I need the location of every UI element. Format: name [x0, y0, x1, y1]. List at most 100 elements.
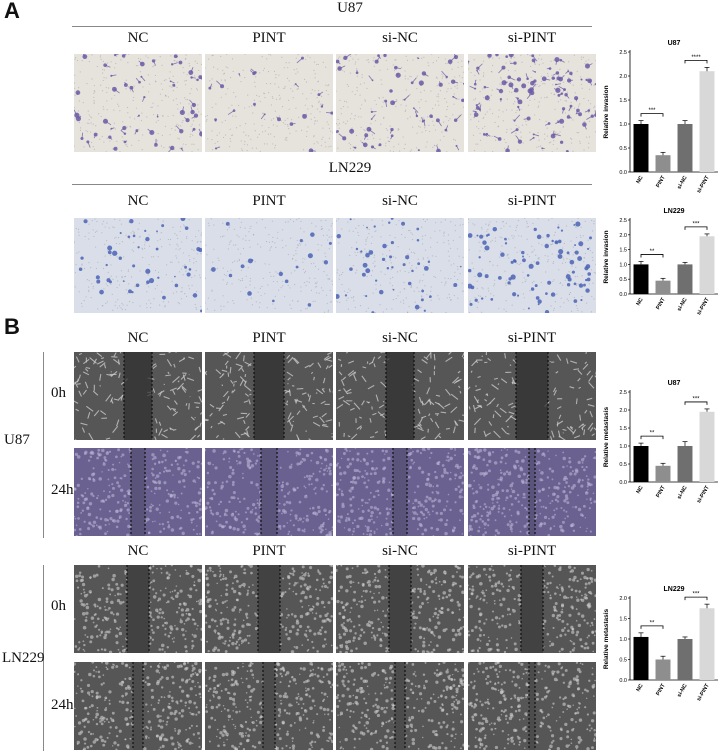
- wound-image-ln229-0h-nc: [74, 565, 202, 653]
- bar-si-nc: [677, 446, 693, 482]
- y-tick-label: 0.0: [619, 480, 627, 486]
- panel-b-top-group-pint: PINT: [252, 330, 286, 346]
- wound-image-ln229-24h-sinc: [336, 662, 464, 750]
- wound-image-ln229-24h-sipint: [468, 662, 596, 750]
- panel-b-bottom-group-sinc: si-NC: [382, 543, 418, 559]
- x-tick-label: si-PINT: [696, 682, 711, 702]
- bar-pint: [655, 659, 671, 680]
- bar-nc: [633, 636, 649, 680]
- y-tick-label: 2.5: [619, 50, 627, 56]
- panel-b-bottom-group-sipint: si-PINT: [507, 543, 557, 559]
- chart-title: LN229: [663, 208, 684, 215]
- significance-label: **: [650, 431, 655, 437]
- y-tick-label: 1.5: [619, 248, 627, 254]
- chart-u87-invasion: U87 Relative invasion 0.0 0.5 1.0 1.5 2.0 2.5 NC…: [603, 40, 718, 194]
- bar-pint: [655, 155, 671, 172]
- wound-image-ln229-24h-pint: [205, 662, 333, 750]
- bar-nc: [633, 446, 649, 482]
- u87-row-bracket: [43, 352, 44, 538]
- x-tick-label: NC: [636, 297, 645, 307]
- bar-si-nc: [677, 639, 693, 680]
- y-tick-label: 0.0: [619, 170, 627, 176]
- bar-si-nc: [677, 264, 693, 294]
- y-tick-label: 2.5: [619, 390, 627, 396]
- panel-a-ln229-group-nc: NC: [127, 193, 149, 209]
- panel-a-u87-group-sinc: si-NC: [382, 30, 418, 46]
- panel-b-top-group-sipint: si-PINT: [507, 330, 557, 346]
- significance-bracket: [640, 113, 664, 117]
- y-axis-label: Relative invasion: [603, 85, 610, 138]
- ln229-time-0h: 0h: [51, 598, 66, 614]
- panel-a-ln229-divider: [72, 184, 592, 185]
- x-tick-label: si-NC: [676, 683, 688, 698]
- x-tick-label: PINT: [655, 484, 667, 498]
- significance-bracket: [684, 596, 708, 601]
- chart-ln229-metastasis: LN229 Relative metastasis 0.0 0.5 1.0 1.5 2.0 N…: [603, 586, 718, 702]
- wound-image-ln229-0h-pint: [205, 565, 333, 653]
- panel-b-u87-label: U87: [4, 432, 30, 448]
- x-tick-label: si-NC: [676, 175, 688, 190]
- bar-si-pint: [699, 236, 715, 294]
- bar-pint: [655, 280, 671, 294]
- y-tick-label: 1.0: [619, 637, 627, 643]
- panel-a-ln229-title: LN229: [328, 160, 372, 176]
- panel-a-u87-group-pint: PINT: [252, 30, 286, 46]
- x-tick-label: PINT: [655, 296, 667, 310]
- bar-si-pint: [699, 411, 715, 482]
- wound-image-ln229-0h-sinc: [336, 565, 464, 653]
- y-tick-label: 2.5: [619, 218, 627, 224]
- y-tick-label: 1.0: [619, 122, 627, 128]
- y-tick-label: 2.0: [619, 596, 627, 602]
- wound-image-u87-0h-nc: [74, 352, 202, 440]
- significance-bracket: [640, 435, 664, 440]
- ln229-row-bracket: [43, 565, 44, 751]
- bar-nc: [633, 124, 649, 172]
- panel-a-ln229-group-sipint: si-PINT: [507, 193, 557, 209]
- panel-b-top-group-nc: NC: [127, 330, 149, 346]
- y-tick-label: 0.5: [619, 658, 627, 664]
- y-tick-label: 0.5: [619, 277, 627, 283]
- panel-a-u87-divider: [72, 26, 592, 27]
- y-tick-label: 1.5: [619, 98, 627, 104]
- panel-a-ln229-group-pint: PINT: [252, 193, 286, 209]
- u87-time-0h: 0h: [51, 385, 66, 401]
- y-tick-label: 0.5: [619, 462, 627, 468]
- y-axis-label: Relative invasion: [603, 230, 610, 283]
- bar-si-nc: [677, 124, 693, 172]
- panel-b-label: B: [4, 314, 20, 339]
- y-tick-label: 1.0: [619, 262, 627, 268]
- x-tick-label: si-PINT: [696, 484, 711, 504]
- chart-ln229-invasion: LN229 Relative invasion 0.0 0.5 1.0 1.5 2.0 2.5…: [603, 208, 718, 316]
- significance-bracket: [640, 625, 664, 629]
- wound-image-u87-24h-sipint: [468, 448, 596, 536]
- chart-u87-metastasis: U87 Relative metastasis 0.0 0.5 1.0 1.5 2.0 2.5…: [603, 380, 718, 504]
- wound-image-ln229-24h-nc: [74, 662, 202, 750]
- y-axis-label: Relative metastasis: [603, 608, 610, 669]
- wound-image-u87-0h-sipint: [468, 352, 596, 440]
- y-tick-label: 1.5: [619, 426, 627, 432]
- x-tick-label: si-PINT: [696, 296, 711, 316]
- u87-time-24h: 24h: [51, 482, 74, 498]
- panel-a-u87-group-nc: NC: [127, 30, 149, 46]
- panel-a-u87-title: U87: [337, 0, 363, 16]
- wound-image-u87-0h-sinc: [336, 352, 464, 440]
- wound-image-u87-24h-sinc: [336, 448, 464, 536]
- ln229-time-24h: 24h: [51, 697, 74, 713]
- invasion-image-u87-sinc: [336, 54, 464, 152]
- x-tick-label: si-NC: [676, 297, 688, 312]
- panel-a-u87-group-sipint: si-PINT: [507, 30, 557, 46]
- x-tick-label: PINT: [655, 174, 667, 188]
- chart-title: LN229: [663, 586, 684, 593]
- y-tick-label: 2.0: [619, 408, 627, 414]
- y-tick-label: 0.0: [619, 678, 627, 684]
- significance-label: ***: [648, 108, 656, 114]
- x-tick-label: PINT: [655, 682, 667, 696]
- y-tick-label: 0.0: [619, 292, 627, 298]
- x-tick-label: NC: [636, 683, 645, 693]
- invasion-image-u87-pint: [205, 54, 333, 152]
- x-tick-label: NC: [636, 485, 645, 495]
- panel-b-bottom-group-nc: NC: [127, 543, 149, 559]
- invasion-image-ln229-sinc: [336, 218, 464, 313]
- invasion-image-ln229-sipint: [468, 218, 596, 313]
- wound-image-u87-24h-nc: [74, 448, 202, 536]
